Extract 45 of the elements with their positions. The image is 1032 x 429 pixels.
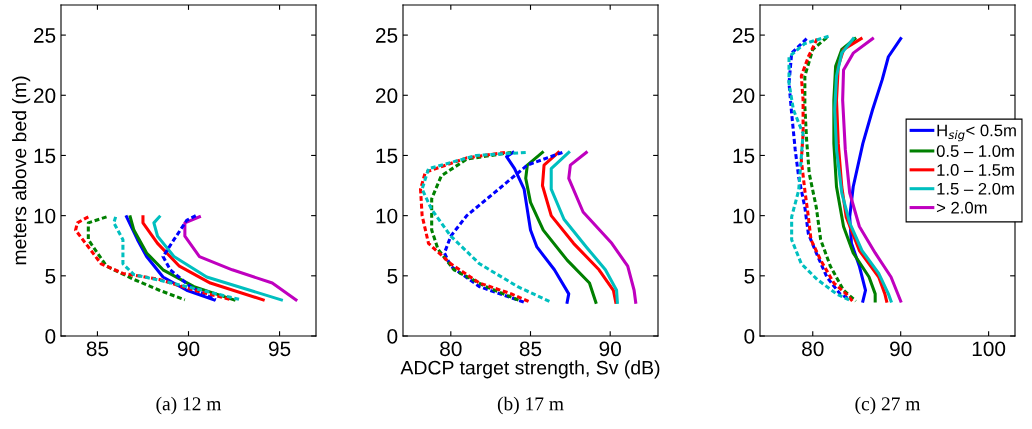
y-tick-label: 0 [45,329,56,344]
y-tick-label: 15 [376,148,398,164]
x-tick-label: 80 [440,341,462,357]
text: (b) 17 m [497,396,564,415]
line-series [141,215,265,302]
line-series [183,215,298,302]
legend-label: 1.5 – 2.0m [937,182,1014,195]
line-series [86,215,187,302]
line-series [524,150,598,304]
text: (c) 27 m [855,396,921,415]
text: (a) 12 m [156,396,222,415]
y-tick-label: 10 [733,208,755,224]
x-axis-title: ADCP target strength, Sv (dB) [400,360,660,379]
y-tick-label: 10 [376,208,398,224]
line-series [74,215,234,302]
legend-label: > 2.0m [936,201,987,214]
line-series [567,150,638,304]
legend-label: H$_{sig}$< 0.5m [937,124,1016,142]
y-tick-label: 15 [34,148,56,164]
y-tick-label: 25 [733,28,755,43]
y-tick-label: 20 [376,88,398,104]
line-series [152,215,283,302]
x-tick-label: 90 [177,341,200,357]
y-tick-label: 20 [733,88,755,104]
y-tick-label: 5 [744,269,755,284]
x-tick-label: 100 [972,341,1006,357]
x-tick-label: 85 [519,341,542,357]
y-axis-title: meters above bed (m) [12,76,31,265]
y-tick-label: 25 [376,28,398,43]
y-tick-label: 10 [34,208,56,224]
y-tick-label: 5 [45,269,56,284]
line-series [420,150,553,304]
y-tick-label: 0 [387,329,398,344]
legend-label: 0.5 – 1.0m [936,145,1014,157]
x-tick-label: 90 [890,341,912,357]
y-tick-label: 0 [744,329,755,344]
y-tick-label: 20 [34,88,56,104]
x-tick-label: 85 [86,341,109,357]
y-tick-label: 15 [733,148,755,164]
legend-label: 1.0 – 1.5m [937,164,1014,176]
x-tick-label: 80 [802,341,824,357]
y-tick-label: 5 [387,269,398,284]
y-tick-label: 25 [34,28,56,43]
x-tick-label: 95 [268,341,291,357]
x-tick-label: 90 [599,341,621,357]
